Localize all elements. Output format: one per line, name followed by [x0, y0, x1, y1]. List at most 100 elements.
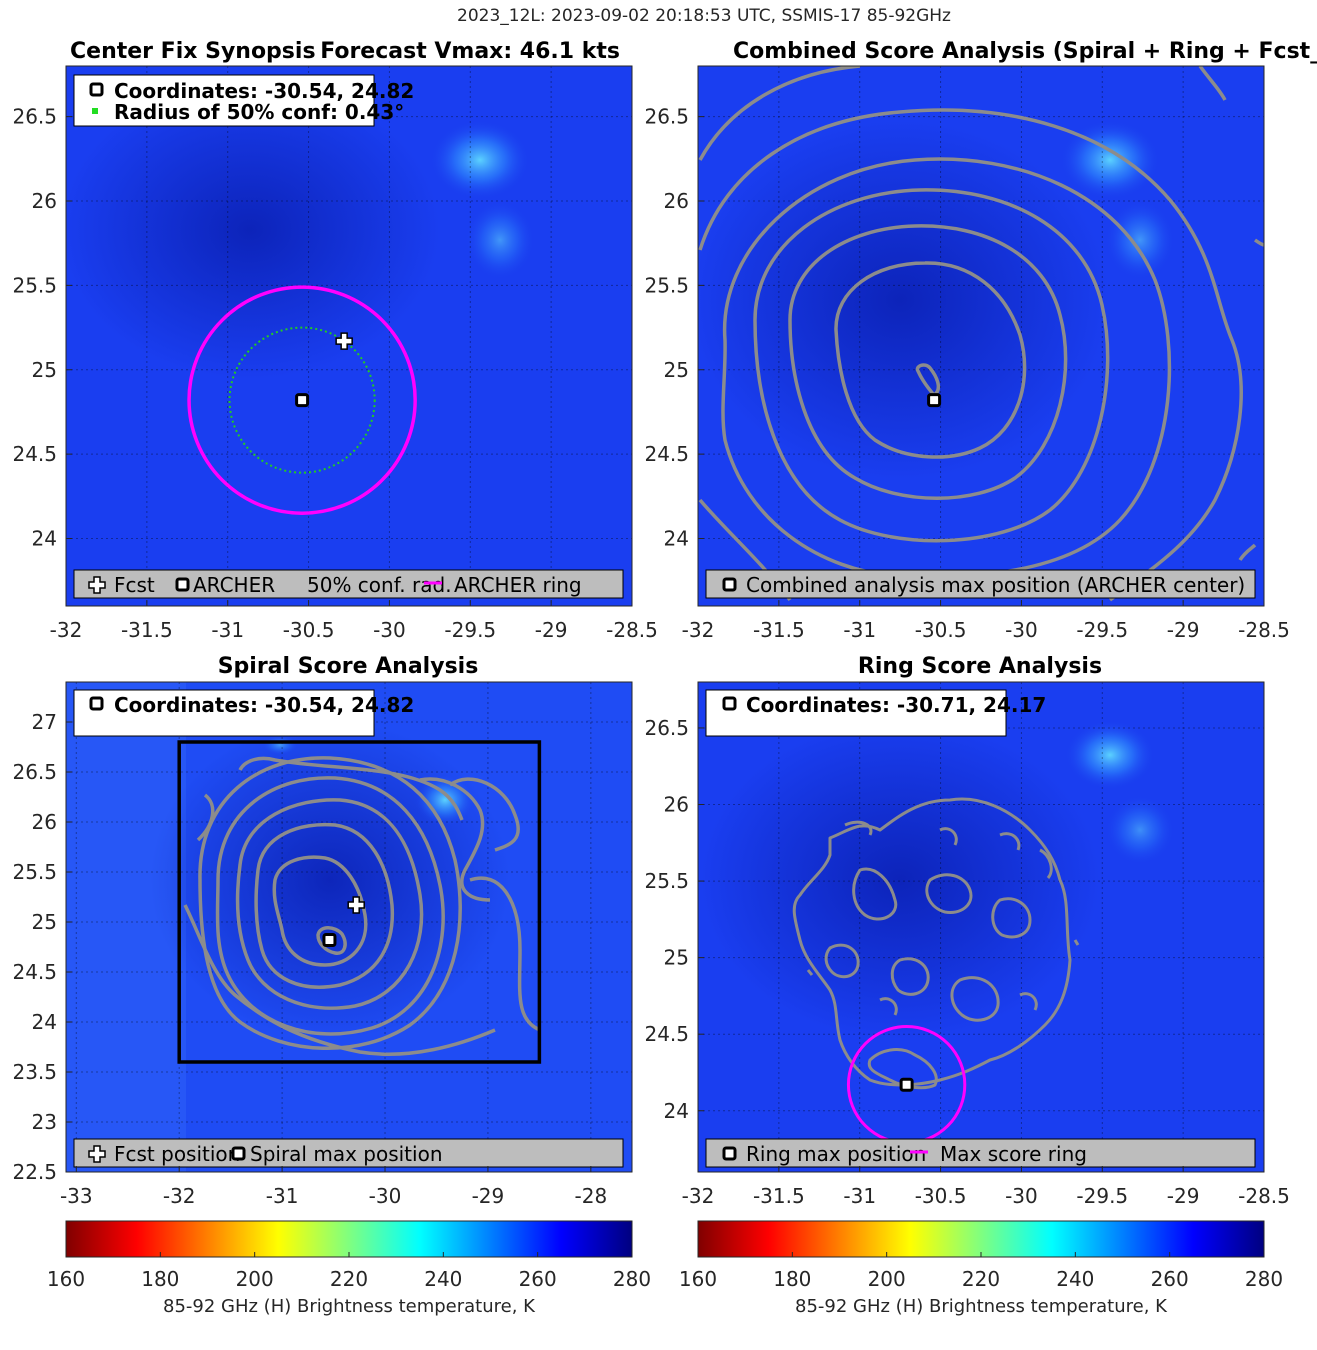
x-tick-label: -28.5 — [1238, 618, 1290, 642]
x-tick-label: -33 — [60, 1184, 93, 1208]
x-tick-label: -28.5 — [1238, 1184, 1290, 1208]
y-tick-label: 24.5 — [12, 442, 57, 466]
fcst-cross — [347, 896, 365, 914]
x-tick-label: -32 — [682, 1184, 715, 1208]
fcst-cross — [335, 332, 353, 350]
synopsis-conf-circle — [228, 326, 376, 474]
combined-title: Combined Score Analysis (Spiral + Ring +… — [733, 39, 1317, 64]
combined-warm-region — [1060, 120, 1160, 200]
synopsis-info-conf-icon — [92, 108, 98, 114]
synopsis-warm-region — [430, 120, 530, 200]
ring-legend-max-label: Ring max position — [746, 1142, 926, 1166]
colorbar-tick-label: 240 — [1056, 1267, 1094, 1291]
spiral-contour-3 — [254, 822, 395, 989]
combined-panel: Combined Score Analysis (Spiral + Ring +… — [644, 39, 1317, 642]
spiral-legend — [73, 1138, 624, 1168]
combined-y-axis: 24 24.5 25 25.5 26 26.5 — [644, 105, 704, 551]
y-tick-label: 25 — [664, 946, 689, 970]
synopsis-gridlines — [66, 66, 632, 606]
spiral-contour-8 — [448, 777, 541, 1032]
x-tick-label: -29.5 — [1076, 618, 1128, 642]
y-tick-label: 24 — [664, 1099, 689, 1123]
combined-contours — [698, 66, 1264, 602]
x-tick-label: -30 — [1005, 618, 1038, 642]
ring-title: Ring Score Analysis — [858, 654, 1102, 679]
spiral-contour-5 — [215, 776, 445, 1036]
y-tick-label: 24 — [32, 527, 57, 551]
x-tick-label: -31 — [843, 618, 876, 642]
synopsis-info-center-icon — [89, 82, 104, 97]
synopsis-y-axis: 24 24.5 25 25.5 26 26.5 — [12, 105, 72, 551]
y-tick-label: 25.5 — [12, 860, 57, 884]
x-tick-label: -29.5 — [1076, 1184, 1128, 1208]
synopsis-fcst-marker — [335, 332, 353, 350]
x-tick-label: -29 — [1167, 618, 1200, 642]
y-tick-label: 22.5 — [12, 1160, 57, 1184]
synopsis-panel: Center Fix Synopsis Forecast Vmax: 46.1 … — [12, 39, 657, 642]
synopsis-legend-fcst-label: Fcst — [114, 573, 155, 597]
ring-warm-region-2 — [1105, 795, 1175, 865]
colorbar-left-ticks: 160 180 200 220 240 260 280 — [47, 1252, 651, 1291]
y-tick-label: 27 — [32, 710, 57, 734]
spiral-info-center-icon — [89, 696, 104, 711]
spiral-search-box — [177, 740, 542, 1064]
colorbar-left: 160 180 200 220 240 260 280 85-92 GHz (H) Brig… — [47, 1220, 651, 1317]
ring-contour-9 — [806, 820, 1080, 1016]
colorbar-tick-label: 200 — [236, 1267, 274, 1291]
synopsis-title: Center Fix Synopsis — [70, 39, 316, 64]
combined-legend-max-label: Combined analysis max position (ARCHER c… — [746, 573, 1245, 597]
y-tick-label: 25.5 — [644, 273, 689, 297]
combined-contour-7 — [698, 66, 1264, 602]
ring-axes-box — [697, 681, 1265, 1173]
x-tick-label: -31 — [843, 1184, 876, 1208]
y-tick-label: 26 — [664, 793, 689, 817]
combined-x-axis: -32 -31.5 -31 -30.5 -30 -29.5 -29 -28.5 — [682, 600, 1290, 642]
ring-legend — [705, 1138, 1256, 1168]
y-tick-label: 26.5 — [12, 760, 57, 784]
combined-contour-4 — [753, 188, 1110, 543]
ring-info-box — [705, 689, 1007, 737]
spiral-contours — [183, 756, 541, 1056]
ring-legend-max-icon — [722, 1146, 737, 1161]
spiral-legend-max-label: Spiral max position — [250, 1142, 443, 1166]
ring-contour-2 — [852, 867, 898, 921]
spiral-contour-2 — [272, 855, 368, 967]
spiral-axes-box — [65, 681, 633, 1173]
y-tick-label: 23.5 — [12, 1060, 57, 1084]
colorbar-tick-label: 180 — [141, 1267, 179, 1291]
ring-info-coordinates: Coordinates: -30.71, 24.17 — [746, 693, 1046, 717]
combined-contour-6 — [698, 108, 1243, 602]
combined-legend-max-icon — [722, 577, 737, 592]
synopsis-x-axis: -32 -31.5 -31 -30.5 -30 -29.5 -29 -28.5 — [50, 600, 658, 642]
synopsis-legend-archer-label: ARCHER — [193, 573, 275, 597]
colorbar-left-gradient — [65, 1220, 633, 1258]
ring-contour-4 — [991, 897, 1032, 939]
x-tick-label: -28 — [575, 1184, 608, 1208]
y-tick-label: 24 — [32, 1010, 57, 1034]
x-tick-label: -30 — [1005, 1184, 1038, 1208]
spiral-fcst-marker — [347, 896, 365, 914]
spiral-y-axis: 22.5 23 23.5 24 24.5 25 25.5 26 26.5 27 — [12, 710, 72, 1184]
synopsis-archer-center-marker — [295, 393, 310, 408]
x-tick-label: -30 — [373, 618, 406, 642]
ring-contour-5 — [824, 943, 860, 979]
y-tick-label: 24.5 — [644, 1022, 689, 1046]
y-tick-label: 26 — [32, 810, 57, 834]
center-square — [322, 933, 337, 947]
combined-contour-1 — [915, 363, 941, 397]
spiral-contour-1 — [316, 926, 347, 955]
y-tick-label: 25 — [32, 910, 57, 934]
spiral-contour-4 — [235, 798, 424, 1010]
synopsis-legend-conf-label: 50% conf. rad. — [307, 573, 452, 597]
synopsis-warm-region-2 — [465, 200, 535, 280]
colorbar-tick-label: 180 — [773, 1267, 811, 1291]
colorbar-tick-label: 240 — [424, 1267, 462, 1291]
x-tick-label: -28.5 — [606, 618, 658, 642]
synopsis-legend-archer-icon — [175, 577, 190, 592]
spiral-legend-max-icon — [231, 1146, 246, 1161]
spiral-warm-region-2 — [262, 735, 298, 755]
colorbar-right-ticks: 160 180 200 220 240 260 280 — [679, 1252, 1283, 1291]
ring-gridlines — [698, 682, 1264, 1172]
center-square — [295, 393, 310, 408]
colorbar-right-gradient — [697, 1220, 1265, 1258]
